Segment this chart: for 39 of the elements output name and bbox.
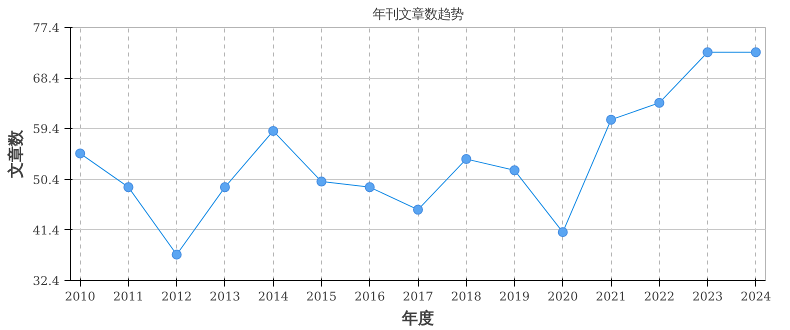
- x-tick-label: 2022: [644, 290, 675, 304]
- point: [461, 154, 472, 164]
- y-axis-title: 文章数: [6, 129, 25, 179]
- x-tick-label: 2017: [402, 290, 434, 304]
- point: [750, 47, 761, 58]
- x-tick-label: 2021: [596, 290, 626, 304]
- x-tick-label: 2010: [64, 290, 96, 304]
- y-tick-label: 68.4: [32, 72, 60, 86]
- x-tick-label: 2023: [692, 290, 723, 304]
- point: [413, 204, 423, 215]
- y-tick-label: 41.4: [32, 223, 60, 238]
- x-tick-label: 2011: [113, 290, 144, 304]
- point: [123, 182, 134, 192]
- y-tick-label: 77.4: [32, 21, 60, 35]
- x-tick-label: 2020: [548, 290, 578, 304]
- point: [172, 250, 182, 260]
- x-tick-label: 2012: [161, 290, 192, 304]
- x-axis-title: 年度: [401, 308, 434, 328]
- point: [702, 47, 713, 58]
- point: [268, 126, 278, 136]
- point: [510, 165, 520, 176]
- point: [316, 176, 326, 187]
- x-tick-label: 2013: [210, 290, 240, 304]
- y-tick-label: 59.4: [32, 122, 60, 136]
- point: [220, 182, 230, 192]
- point: [75, 148, 86, 158]
- x-tick-label: 2019: [499, 290, 530, 304]
- x-tick-label: 2015: [306, 290, 337, 304]
- point: [364, 182, 375, 192]
- point: [558, 227, 568, 238]
- y-tick-label: 32.4: [32, 274, 60, 288]
- y-tick-label: 50.4: [32, 172, 60, 187]
- x-tick-label: 2014: [258, 290, 289, 304]
- x-tick-label: 2024: [740, 290, 772, 304]
- x-tick-label: 2016: [354, 290, 386, 304]
- x-tick-label: 2018: [450, 290, 482, 304]
- chart-title: 年刊文章数趋势: [372, 8, 464, 22]
- point: [606, 114, 616, 125]
- point: [654, 98, 664, 108]
